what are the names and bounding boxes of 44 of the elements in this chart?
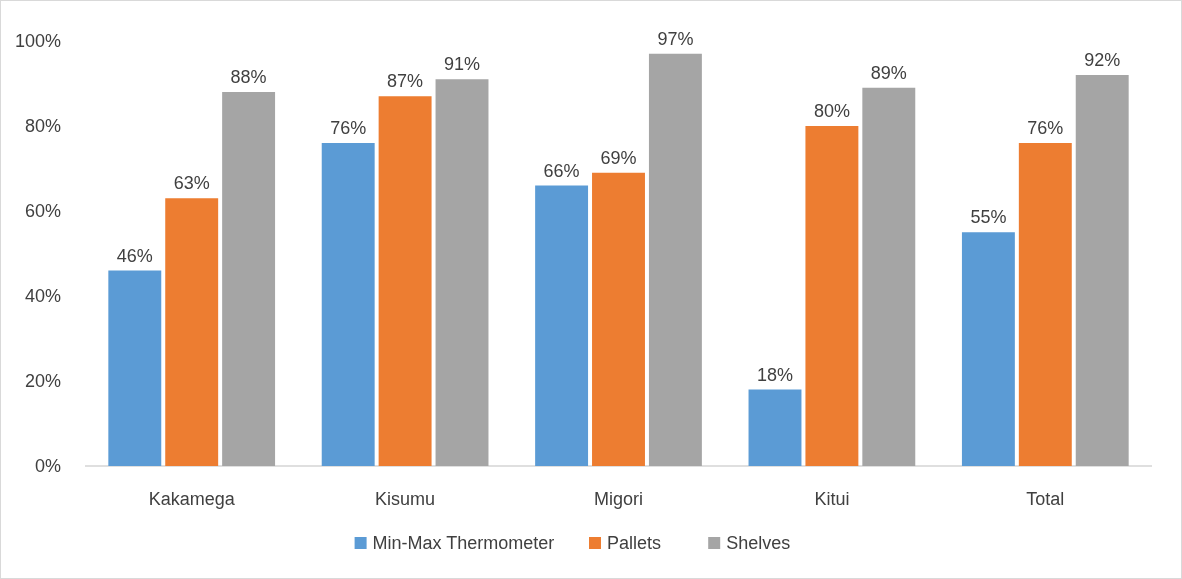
y-tick-label: 0% <box>34 456 61 476</box>
bar <box>862 87 916 466</box>
bar <box>222 92 276 466</box>
text: 91% <box>443 54 481 75</box>
x-tick-label: Total <box>1026 489 1065 509</box>
bar <box>1018 143 1072 466</box>
text: 55% <box>970 207 1007 228</box>
bar <box>592 172 645 466</box>
x-tick-label: Kisumu <box>375 489 436 509</box>
bar <box>108 270 162 466</box>
bar <box>165 198 219 466</box>
text: 92% <box>1084 50 1121 70</box>
text: 76% <box>330 118 367 138</box>
legend-label: Min-Max Thermometer <box>372 533 555 553</box>
text: 69% <box>600 147 637 168</box>
x-tick-label: Migori <box>593 489 644 509</box>
text: 89% <box>870 62 907 83</box>
text: 87% <box>387 71 424 92</box>
bar <box>435 79 489 466</box>
y-tick-label: 80% <box>24 116 61 136</box>
bar <box>378 96 432 466</box>
bar <box>805 126 859 466</box>
bar <box>648 53 702 466</box>
legend-label: Pallets <box>607 533 662 553</box>
text: 80% <box>813 101 850 121</box>
y-tick-label: 40% <box>24 286 61 306</box>
text: 46% <box>116 245 153 266</box>
y-tick-label: 20% <box>24 371 61 391</box>
text: 66% <box>543 160 580 181</box>
bar <box>321 143 375 466</box>
text: 63% <box>173 173 210 194</box>
text: 88% <box>230 67 267 87</box>
y-tick-label: 60% <box>24 201 61 221</box>
bar <box>748 389 802 466</box>
text: 18% <box>756 364 794 385</box>
x-tick-label: Kitui <box>814 489 850 509</box>
text: 76% <box>1027 118 1064 138</box>
bar <box>961 232 1015 466</box>
x-tick-label: Kakamega <box>148 489 236 509</box>
bar <box>1075 75 1129 466</box>
text: 97% <box>657 28 694 49</box>
legend-label: Shelves <box>726 533 791 553</box>
bar <box>535 185 589 466</box>
y-tick-label: 100% <box>14 31 61 51</box>
